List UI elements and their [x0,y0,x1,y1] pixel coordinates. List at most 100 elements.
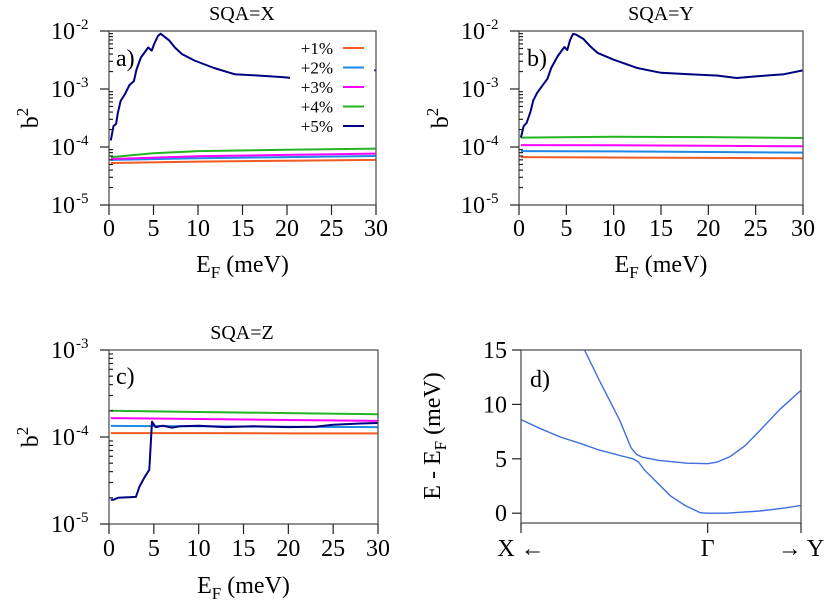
panel-a-xtick-label: 30 [364,216,388,242]
legend-label: +1% [301,39,333,58]
panel-c-xtick-label: 15 [232,536,256,562]
panel-b-ytick-label: 10 [461,135,485,161]
panel-b-ytick-label-exponent: -5 [486,191,499,207]
panel-b-xtick-label: 5 [560,216,572,242]
panel-c-ytick-label-exponent: -3 [76,336,89,352]
panel-c-ytick-label-exponent: -5 [76,510,89,526]
legend-label: +4% [301,98,333,117]
panel-c-xtick-label: 25 [321,536,345,562]
panel-a-xlabel: EF (meV) [196,252,289,282]
panel-d-series-group [521,350,801,514]
panel-a-ylabel: b2 [13,108,44,129]
panel-b-ytick-label-exponent: -3 [486,75,499,91]
panel-a-ytick-label-exponent: -4 [76,133,89,149]
panel-a-series-2-line [110,155,376,161]
panel-a-ytick-label-exponent: -2 [76,17,89,33]
panel-b-ytick-label-exponent: -4 [486,133,499,149]
panel-a-ytick-label: 10 [51,135,75,161]
panel-b-xtick-label: 10 [602,216,626,242]
panel-c-ytick-label-exponent: -4 [76,423,89,439]
panel-b-series-2-line [520,150,803,154]
panel-a-xtick-label: 25 [320,216,344,242]
panel-a-legend: +1%+2%+3%+4%+5% [290,38,374,136]
panel-c-xtick-label: 30 [366,536,390,562]
panel-a-xtick-label: 20 [275,216,299,242]
panel-c-ytick-label: 10 [51,512,75,538]
panel-b-ytick-label-exponent: -2 [486,17,499,33]
panel-a-series-5-line [109,32,305,141]
panel-d-ytick-label: 10 [483,392,507,418]
panel-a-series-3-line [110,152,376,160]
panel-a-series-4-line [110,147,376,159]
panel-d-series-upper-band-line [583,350,801,465]
panel-a-ytick-label: 10 [51,77,75,103]
panel-b-frame [518,30,804,206]
panel-c-series-group [110,409,378,501]
panel-a-ytick-label-exponent: -5 [76,191,89,207]
panel-c-xtick-label: 0 [103,536,115,562]
panel-b-series-3-line [520,144,803,148]
panel-b-xtick-label: 25 [744,216,768,242]
panel-b-xlabel: EF (meV) [615,252,708,282]
legend-label: +3% [301,78,333,97]
panel-a-series-group [109,32,376,164]
panel-b-ylabel: b2 [423,108,454,129]
panel-d-xtick-label: Γ [701,536,715,562]
panel-c-frame [108,349,379,525]
panel-a-ytick-label: 10 [51,193,75,219]
panel-c-ytick-label: 10 [51,338,75,364]
panel-b-series-4-line [520,135,803,139]
panel-d-ytick-label: 5 [495,447,507,473]
panel-c-xtick-label: 5 [148,536,160,562]
panel-d: 0 5 10 15 X ← Γ → Y E - EF (meV) d) [420,338,824,562]
panel-d-tag: d) [530,367,550,393]
panel-d-ylabel: E - EF (meV) [420,372,450,499]
legend-label: +5% [301,117,333,136]
panel-c-ylabel: b2 [13,427,44,448]
panel-b-series-1-line [520,156,803,160]
panel-c-series-3-line [110,417,378,422]
panel-a-ytick-label: 10 [51,19,75,45]
panel-a-title: SQA=X [209,3,275,25]
panel-b-series-group [519,32,803,160]
panel-c-xtick-label: 10 [187,536,211,562]
panel-a-xtick-label: 10 [186,216,210,242]
panel-a-xtick-label: 5 [148,216,160,242]
panel-d-plot-area: 0 5 10 15 X ← Γ → Y E - EF (meV) [420,338,824,562]
panel-b-xtick-label: 0 [513,216,525,242]
panel-d-ytick-label: 15 [483,338,507,364]
panel-b-tag: b) [527,46,547,72]
panel-b-xtick-label: 30 [791,216,815,242]
panel-a-ytick-label-exponent: -3 [76,75,89,91]
panel-d-frame [520,349,802,524]
panel-d-xtick-label: X ← [497,536,544,562]
legend-label: +2% [301,59,333,78]
panel-c-tag: c) [116,364,135,390]
panel-c-title: SQA=Z [210,322,274,344]
panel-b-ytick-label: 10 [461,77,485,103]
panel-b-xtick-label: 15 [649,216,673,242]
panel-a-xtick-label: 0 [103,216,115,242]
panel-c-ytick-label: 10 [51,425,75,451]
panel-b-ytick-label: 10 [461,193,485,219]
panel-d-xtick-label: → Y [778,536,824,562]
panel-c-series-5-line [110,420,378,501]
panel-c-xtick-label: 20 [276,536,300,562]
panel-c-xlabel: EF (meV) [197,573,290,603]
panel-b-title: SQA=Y [628,3,694,25]
panel-a-series-1-line [110,158,376,164]
panel-b-ytick-label: 10 [461,19,485,45]
panel-c-series-4-line [110,409,378,416]
panel-b-series-5-line [519,32,803,138]
legend-background [290,38,374,130]
panel-b-xtick-label: 20 [696,216,720,242]
panel-a-tag: a) [116,46,135,72]
panel-d-ytick-label: 0 [495,501,507,527]
panel-a-xtick-label: 15 [231,216,255,242]
